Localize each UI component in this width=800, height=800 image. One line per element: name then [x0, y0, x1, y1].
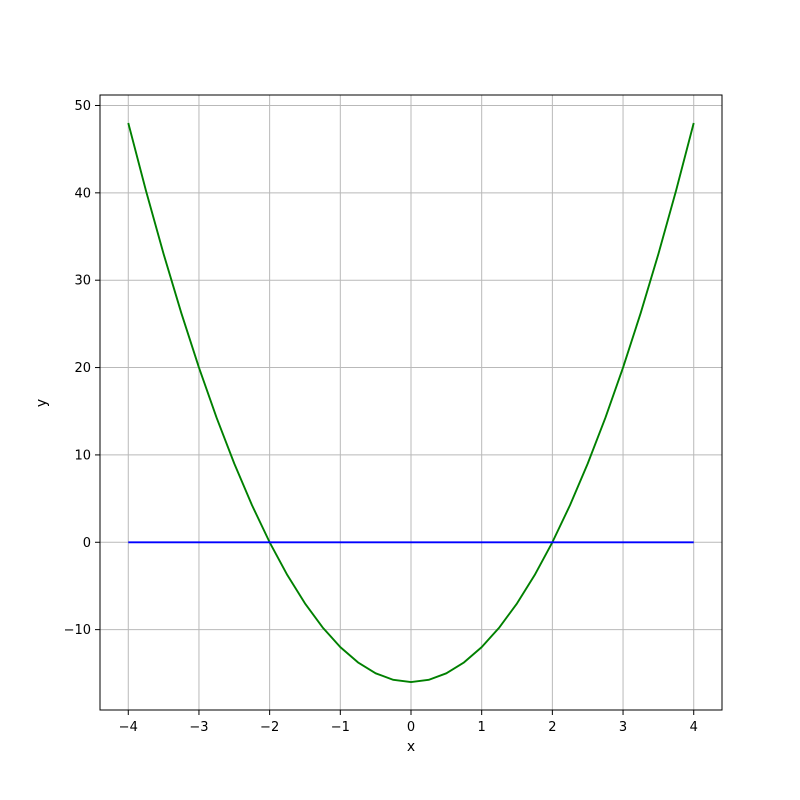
series-parabola — [127, 122, 695, 683]
y-tick-label: 0 — [83, 536, 91, 551]
x-tick-label: −4 — [119, 720, 138, 735]
x-tick-label: 4 — [690, 720, 698, 735]
x-tick-label: −2 — [260, 720, 279, 735]
x-tick-label: −3 — [189, 720, 208, 735]
x-tick-label: −1 — [331, 720, 350, 735]
y-tick-label: 30 — [74, 274, 91, 289]
y-tick-label: 20 — [74, 361, 91, 376]
y-axis-label: y — [34, 399, 50, 407]
x-tick-label: 3 — [619, 720, 627, 735]
x-tick-label: 0 — [407, 720, 415, 735]
y-tick-label: 10 — [74, 448, 91, 463]
x-axis-label: x — [407, 739, 415, 755]
y-tick-label: 50 — [74, 99, 91, 114]
y-tick-label: −10 — [64, 623, 91, 638]
y-tick-label: 40 — [74, 186, 91, 201]
x-tick-label: 1 — [478, 720, 486, 735]
x-tick-label: 2 — [548, 720, 556, 735]
